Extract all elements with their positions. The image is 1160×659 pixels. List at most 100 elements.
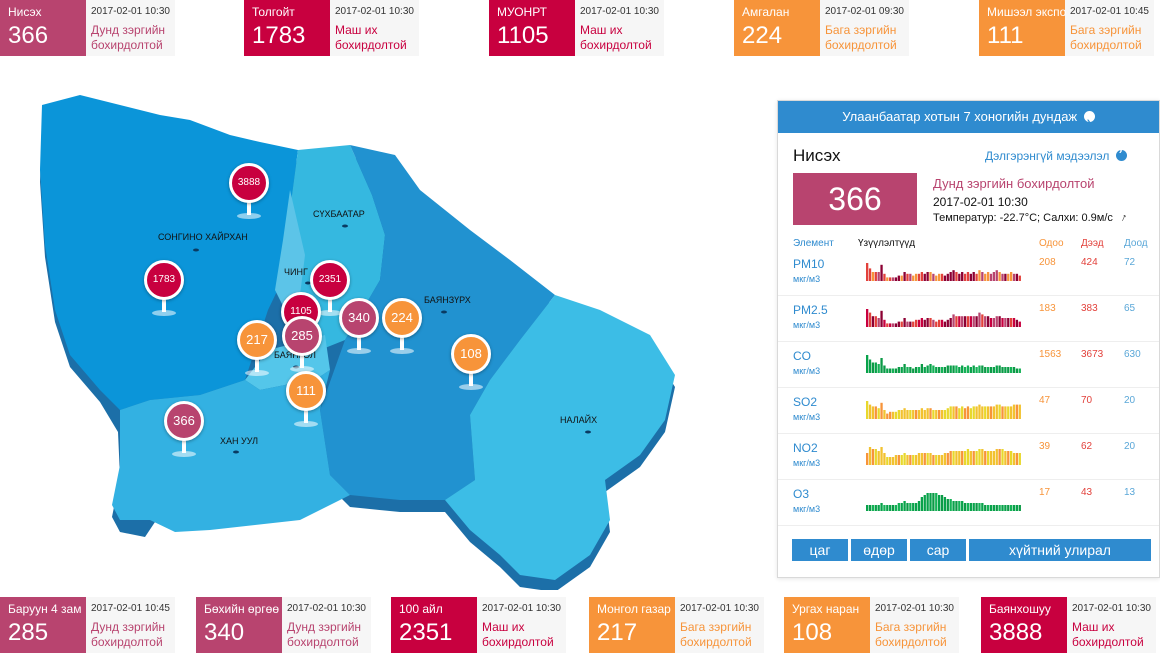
top-station-card[interactable]: МУОНРТ 1105 2017-02-01 10:30 Маш их бохирдо… [489, 0, 664, 56]
sparkline-bar [897, 410, 900, 419]
sparkline-bar [894, 277, 898, 281]
sparkline-bar [984, 451, 987, 465]
sparkline-bar [894, 323, 898, 327]
bottom-station-card[interactable]: Бөхийн өргөө 340 2017-02-01 10:30 Дунд зэрг… [196, 597, 371, 653]
sparkline-bar [1015, 453, 1019, 465]
sparkline-bar [909, 410, 912, 419]
district-bayanzurkh[interactable] [320, 145, 555, 500]
sparkline-bar [1010, 367, 1013, 373]
sparkline-bar [886, 277, 889, 281]
map-label-chingeltei: ЧИНГ [284, 267, 308, 277]
sparkline-bar [981, 314, 984, 327]
top-station-card[interactable]: Амгалан 224 2017-02-01 09:30 Бага зэргийн б… [734, 0, 909, 56]
sparkline-bar [891, 277, 895, 281]
sparkline-bar [935, 321, 938, 327]
bottom-station-card[interactable]: Монгол газар 217 2017-02-01 10:30 Бага зэрг… [589, 597, 764, 653]
top-station-card[interactable]: Мишээл экспо 111 2017-02-01 10:45 Бага зэрг… [979, 0, 1154, 56]
weekly-average-header[interactable]: Улаанбаатар хотын 7 хоногийн дундаж [778, 101, 1159, 138]
station-name: Амгалан [742, 5, 790, 19]
district-chingeltei[interactable] [275, 190, 305, 310]
sparkline-bar [883, 410, 886, 419]
sparkline-bar [868, 447, 872, 465]
more-info-link[interactable]: Дэлгэрэнгүй мэдээлэл [985, 145, 1127, 163]
station-time: 2017-02-01 10:30 [680, 603, 759, 614]
sparkline-bar [877, 364, 880, 373]
weekly-average-label: Улаанбаатар хотын 7 хоногийн дундаж [842, 109, 1078, 124]
value-low: 20 [1124, 441, 1136, 452]
value-now: 183 [1039, 303, 1056, 314]
selected-station-name: Нисэх [793, 146, 841, 165]
sparkline-bar [1012, 505, 1016, 511]
sparkline-bar [1018, 275, 1021, 281]
pollutant-row: PM10 мкг/м3 208 424 72 [778, 249, 1159, 296]
pollutant-sparkline [866, 263, 1021, 281]
station-pin[interactable]: 366 [164, 401, 204, 461]
bottom-station-card[interactable]: Ургах наран 108 2017-02-01 10:30 Бага зэрги… [784, 597, 959, 653]
period-tab[interactable]: сар [910, 539, 966, 561]
station-pin[interactable]: 217 [237, 320, 277, 380]
bottom-station-card[interactable]: Баруун 4 зам 285 2017-02-01 10:45 Дунд зэрг… [0, 597, 175, 653]
sparkline-bar [920, 364, 924, 373]
sparkline-bar [906, 455, 909, 465]
bottom-station-card[interactable]: Баянхошуу 3888 2017-02-01 10:30 Маш их бохи… [981, 597, 1156, 653]
station-pin[interactable]: 285 [282, 316, 322, 376]
station-aqi: 366 [8, 22, 49, 49]
sparkline-bar [894, 368, 898, 373]
pollutant-name[interactable]: O3 [793, 487, 810, 501]
station-aqi: 111 [987, 22, 1024, 49]
station-pin[interactable]: 340 [339, 298, 379, 358]
sparkline-bar [866, 505, 869, 511]
pollutant-unit: мкг/м3 [793, 274, 821, 284]
selected-station-status: Дунд зэргийн бохирдолтой [933, 176, 1095, 191]
station-name: Ургах наран [792, 602, 860, 616]
pollutant-name[interactable]: PM10 [793, 257, 825, 271]
col-low: Доод [1124, 238, 1148, 249]
sparkline-bar [874, 449, 877, 465]
station-pin[interactable]: 111 [286, 371, 326, 431]
sparkline-bar [989, 406, 993, 419]
station-status: Бага зэргийн бохирдолтой [875, 620, 947, 649]
top-station-card[interactable]: Толгойт 1783 2017-02-01 10:30 Маш их бохирд… [244, 0, 419, 56]
station-pin[interactable]: 2351 [310, 260, 350, 320]
sparkline-bar [998, 316, 1001, 327]
sparkline-bar [1001, 367, 1004, 373]
pollutant-name[interactable]: NO2 [793, 441, 818, 455]
pollutant-row: NO2 мкг/м3 39 62 20 [778, 433, 1159, 480]
district-nalaikh[interactable] [445, 295, 675, 580]
sparkline-bar [989, 273, 993, 281]
pollutant-sparkline [866, 493, 1021, 511]
sparkline-bar [935, 367, 938, 373]
station-name: Нисэх [8, 5, 42, 19]
sparkline-bar [938, 410, 941, 419]
sparkline-bar [900, 410, 903, 419]
sparkline-bar [984, 273, 987, 281]
period-tab[interactable]: өдөр [851, 539, 907, 561]
sparkline-bar [929, 318, 932, 327]
bottom-station-card[interactable]: 100 айл 2351 2017-02-01 10:30 Маш их бохирд… [391, 597, 566, 653]
sparkline-bar [986, 272, 990, 281]
sparkline-bar [955, 406, 958, 419]
sparkline-bar [877, 451, 880, 465]
sparkline-bar [949, 406, 952, 419]
station-pin[interactable]: 3888 [229, 163, 269, 223]
period-tab[interactable]: цаг [792, 539, 848, 561]
sparkline-bar [883, 273, 886, 281]
aqi-box: Баруун 4 зам 285 [0, 597, 86, 653]
aqi-box: Баянхошуу 3888 [981, 597, 1067, 653]
sparkline-bar [932, 319, 935, 327]
sparkline-bar [966, 365, 970, 373]
sparkline-bar [866, 263, 869, 281]
chevron-right-circle-icon [1115, 145, 1127, 161]
station-pin[interactable]: 224 [382, 298, 422, 358]
value-low: 20 [1124, 395, 1136, 406]
pollutant-name[interactable]: CO [793, 349, 811, 363]
top-station-card[interactable]: Нисэх 366 2017-02-01 10:30 Дунд зэргийн бох… [0, 0, 175, 56]
sparkline-bar [938, 455, 941, 465]
period-tab[interactable]: хүйтний улирал [969, 539, 1151, 561]
station-pin[interactable]: 1783 [144, 260, 184, 320]
station-pin[interactable]: 108 [451, 334, 491, 394]
pollutant-name[interactable]: PM2.5 [793, 303, 828, 317]
pollutant-name[interactable]: SO2 [793, 395, 818, 409]
sparkline-bar [889, 505, 892, 511]
sparkline-bar [935, 410, 938, 419]
